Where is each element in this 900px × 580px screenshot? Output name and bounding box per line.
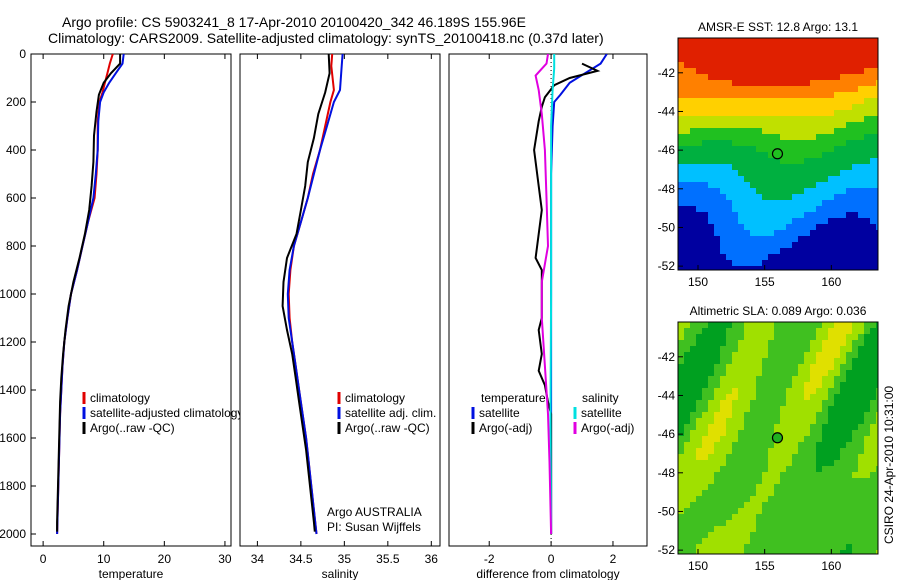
- sst-map-xtick-label-1: 155: [755, 275, 775, 289]
- temperature-ytick-label-4: 800: [6, 239, 26, 253]
- salinity-xlabel: salinity: [322, 567, 359, 580]
- temperature-legend-1-label: satellite-adjusted climatology: [90, 406, 243, 420]
- salinity-xtick-label-0: 34: [251, 552, 265, 566]
- temperature-legend-0-label: climatology: [90, 391, 150, 405]
- sla-map-title: Altimetric SLA: 0.089 Argo: 0.036: [690, 304, 867, 318]
- sst-map-grid-cells: [678, 38, 878, 270]
- temperature-ytick-label-7: 1400: [0, 383, 26, 397]
- difference-series-2: [549, 54, 556, 535]
- sla-map-ytick-label-0: -42: [658, 350, 676, 364]
- difference-legend-2-label: satellite: [581, 406, 622, 420]
- sla-map-ytick-label-5: -52: [658, 543, 676, 557]
- temperature-series-2: [56, 54, 122, 532]
- temperature-ytick-label-10: 2000: [0, 527, 26, 541]
- sla-map-ytick-label-4: -50: [658, 504, 676, 518]
- sst-map-panel: 150 155 160 -42 -44 -46 -48 -50 -52 AMSR-E SST: 1…: [658, 20, 879, 289]
- sst-map-ytick-label-5: -52: [658, 259, 676, 273]
- difference-series-3: [534, 54, 553, 535]
- sla-map-xtick-label-2: 160: [821, 559, 841, 573]
- temperature-ytick-label-6: 1200: [0, 335, 26, 349]
- difference-xtick-label-1: 0: [548, 552, 555, 566]
- salinity-legend-0-label: climatology: [345, 391, 405, 405]
- argo-credit-1: PI: Susan Wijffels: [327, 520, 421, 534]
- salinity-legend-2-label: Argo(..raw -QC): [345, 421, 430, 435]
- salinity-panel: 34 34.5 35 35.5 36 salinity climatologysatelli…: [239, 53, 441, 580]
- sla-map-axes-frame: [677, 321, 879, 555]
- sla-map-ytick-label-1: -44: [658, 388, 676, 402]
- sst-map-argo-marker: [771, 148, 784, 160]
- difference-series-1: [533, 62, 601, 534]
- difference-legend-1-label: Argo(-adj): [479, 421, 532, 435]
- difference-legend-0-label: satellite: [479, 406, 520, 420]
- temperature-ytick-label-9: 1800: [0, 479, 26, 493]
- sst-map-ytick-label-3: -48: [658, 182, 676, 196]
- sla-map-xtick-label-0: 150: [688, 559, 708, 573]
- temperature-ytick-label-0: 0: [19, 47, 26, 61]
- difference-axes-frame: [448, 53, 648, 547]
- sla-map-argo-marker: [771, 432, 784, 444]
- salinity-series-1: [286, 54, 344, 535]
- sst-map-xtick-label-0: 150: [688, 275, 708, 289]
- salinity-axes-frame: [239, 53, 441, 547]
- figure-title-line2: Climatology: CARS2009. Satellite-adjuste…: [48, 30, 604, 46]
- difference-xtick-label-2: 2: [610, 552, 617, 566]
- temperature-legend-2-label: Argo(..raw -QC): [90, 421, 175, 435]
- salinity-xtick-label-2: 35: [338, 552, 352, 566]
- credit-text: CSIRO 24-Apr-2010 10:31:00: [882, 386, 896, 544]
- temperature-xtick-label-3: 30: [218, 552, 232, 566]
- temperature-ytick-label-5: 1000: [0, 287, 26, 301]
- salinity-xtick-label-1: 34.5: [289, 552, 313, 566]
- temperature-ytick-label-2: 400: [6, 143, 26, 157]
- temperature-xtick-label-1: 10: [97, 552, 111, 566]
- difference-legend-3-label: Argo(-adj): [581, 421, 634, 435]
- sla-map-ytick-label-3: -48: [658, 466, 676, 480]
- salinity-series-2: [281, 54, 331, 532]
- difference-legend-salinity-title: salinity: [582, 391, 619, 405]
- temperature-ytick-label-3: 600: [6, 191, 26, 205]
- salinity-legend-1-label: satellite adj. clim.: [345, 406, 436, 420]
- sst-map-axes-frame: [677, 37, 879, 271]
- sst-map-ytick-label-1: -44: [658, 104, 676, 118]
- temperature-xlabel: temperature: [99, 567, 164, 580]
- sla-map-panel: 150 155 160 -42 -44 -46 -48 -50 -52 Altimetric SL…: [658, 304, 879, 573]
- difference-xlabel: difference from climatology: [476, 567, 619, 580]
- temperature-xtick-label-0: 0: [40, 552, 47, 566]
- sst-map-ytick-label-4: -50: [658, 220, 676, 234]
- argo-credit-0: Argo AUSTRALIA: [327, 505, 422, 519]
- figure-title-line1: Argo profile: CS 5903241_8 17-Apr-2010 2…: [62, 14, 526, 30]
- temperature-ytick-label-8: 1600: [0, 431, 26, 445]
- sst-map-title: AMSR-E SST: 12.8 Argo: 13.1: [698, 20, 858, 34]
- salinity-xtick-label-4: 36: [425, 552, 439, 566]
- sla-map-xtick-label-1: 155: [755, 559, 775, 573]
- salinity-xtick-label-3: 35.5: [376, 552, 400, 566]
- temperature-xtick-label-2: 20: [158, 552, 172, 566]
- sla-map-ytick-label-2: -46: [658, 427, 676, 441]
- sst-map-xtick-label-2: 160: [821, 275, 841, 289]
- sst-map-ytick-label-0: -42: [658, 66, 676, 80]
- sst-map-ytick-label-2: -46: [658, 143, 676, 157]
- difference-xtick-label-0: -2: [484, 552, 495, 566]
- temperature-ytick-label-1: 200: [6, 95, 26, 109]
- difference-legend-temperature-title: temperature: [481, 391, 546, 405]
- temperature-axes-frame: [30, 53, 232, 547]
- temperature-panel: 0 10 20 30 0 200 400 600 800 1000 1200 1400 1600 1800…: [0, 47, 243, 580]
